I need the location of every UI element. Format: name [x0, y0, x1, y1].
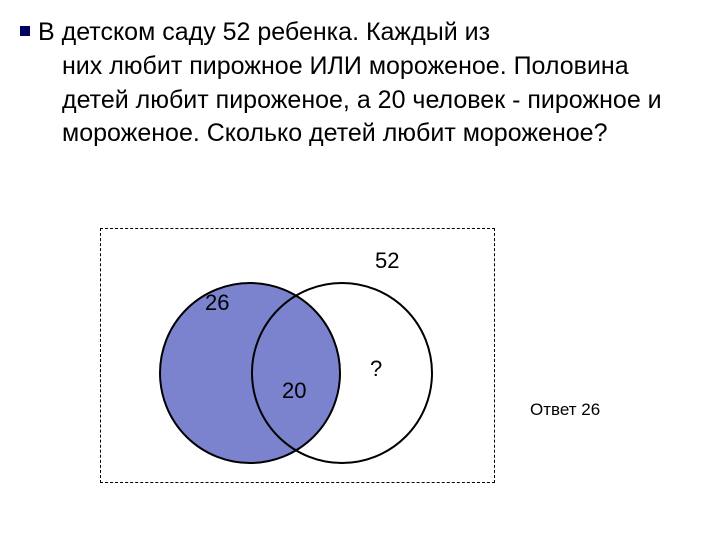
venn-label-total: 52: [375, 248, 399, 274]
venn-label-left: 26: [205, 290, 229, 316]
problem-rest: них любит пирожное ИЛИ мороженое. Полови…: [38, 50, 690, 151]
bullet-marker: [20, 26, 30, 36]
venn-label-mid: 20: [282, 378, 306, 404]
problem-text: В детском саду 52 ребенка. Каждый из них…: [38, 16, 690, 151]
answer-text: Ответ 26: [530, 400, 600, 420]
venn-diagram: 52 26 20 ?: [100, 228, 495, 483]
problem-line1: В детском саду 52 ребенка. Каждый из: [38, 18, 490, 46]
venn-circle-left: [160, 283, 340, 463]
venn-label-right: ?: [370, 356, 382, 382]
